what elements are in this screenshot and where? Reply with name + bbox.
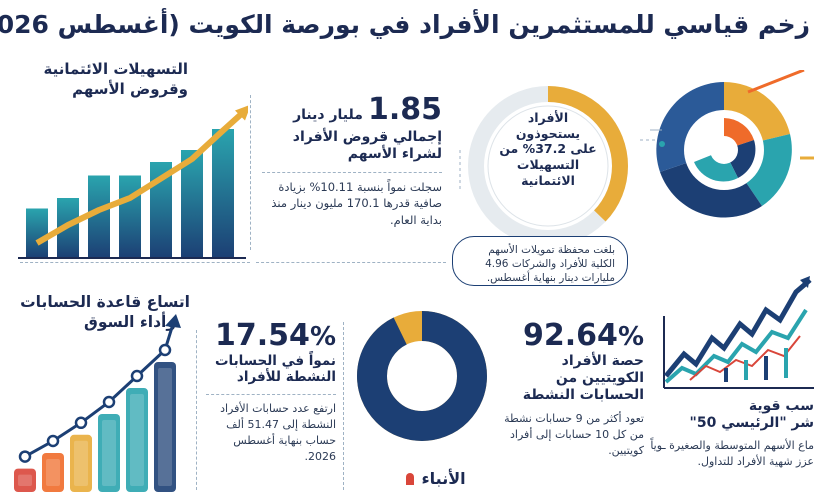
- loans-unit: مليار دينار: [293, 107, 363, 123]
- trend-arrowhead-icon: [235, 105, 248, 121]
- trend-dot: [130, 369, 144, 383]
- trend-dot: [158, 343, 172, 357]
- divider: [20, 262, 250, 263]
- divider: [343, 322, 344, 490]
- credit-trend-line: [35, 110, 246, 246]
- accounts-chart-label-line1: اتساع قاعدة الحسابات: [20, 293, 190, 311]
- active-growth-body: ارتفع عدد حسابات الأفراد النشطة إلى 51.4…: [220, 402, 336, 464]
- accounts-chart-label: اتساع قاعدة الحسابات وأداء السوق: [10, 292, 190, 332]
- kuwaiti-share-percent-sign: %: [617, 322, 644, 352]
- accounts-bar: [14, 468, 36, 492]
- ring-text-1: الأفراد: [527, 110, 569, 125]
- credit-growth-chart: [18, 105, 248, 259]
- kuwaiti-share-body: تعود أكثر من 9 حسابات نشطة من كل 10 حساب…: [504, 412, 644, 458]
- page-title: زخم قياسي للمستثمرين الأفراد في بورصة ال…: [0, 10, 810, 39]
- trend-dot: [18, 450, 32, 463]
- accounts-bar: [98, 414, 120, 492]
- credit-bar: [150, 162, 172, 258]
- market-chart-icon: [663, 276, 814, 389]
- kuwaiti-share-donut: [357, 311, 487, 441]
- active-growth-block: 17.54% نمواً في الحسابات النشطة للأفراد …: [206, 318, 336, 465]
- callout-connectors: [459, 139, 668, 190]
- credit-chart-label-line2: وقروض الأسهم: [72, 79, 188, 98]
- credit-bar: [212, 129, 234, 258]
- accounts-bar: [42, 453, 64, 492]
- credit-bar: [119, 175, 141, 258]
- trend-dot: [46, 434, 60, 448]
- ring-text-5: الائتمانية: [521, 172, 575, 188]
- portfolio-callout: بلغت محفظة تمويلات الأسهم الكلية للأفراد…: [452, 236, 628, 286]
- ring-share-arc: [468, 86, 628, 246]
- ring-inner-line: [487, 105, 609, 227]
- accounts-bar-highlight: [102, 420, 116, 486]
- credit-bar: [26, 208, 48, 258]
- main-index-line2: شر "الرئيسي 50": [689, 414, 814, 431]
- active-growth-value: 17.54: [215, 318, 310, 353]
- loans-value: 1.85: [367, 92, 442, 127]
- accounts-bar: [70, 434, 92, 492]
- ring-text-3: على 37.2% من: [499, 141, 597, 157]
- kuwaiti-share-line2: الكويتيين من: [555, 369, 644, 386]
- accounts-chart-label-line2: وأداء السوق: [83, 313, 176, 332]
- accounts-bar-highlight: [158, 368, 172, 486]
- active-growth-line1: نمواً في الحسابات: [214, 353, 336, 369]
- trend-dot: [102, 395, 116, 409]
- active-growth-line2: النشطة للأفراد: [236, 369, 336, 386]
- accounts-bar-highlight: [18, 474, 32, 486]
- trend-arrowhead-icon: [165, 314, 181, 328]
- logo: الأنباء: [396, 468, 476, 488]
- kuwaiti-share-block: 92.64% حصة الأفراد الكويتيين من الحسابات…: [498, 318, 644, 459]
- loans-line1: إجمالي قروض الأفراد: [292, 129, 442, 145]
- credit-chart-label-line1: التسهيلات الائتمانية: [43, 60, 188, 78]
- main-index-body: ماع الأسهم المتوسطة والصغيرة ـوياً عزز ش…: [650, 438, 814, 468]
- kuwaiti-share-line1: حصة الأفراد: [561, 353, 644, 369]
- pie-target-icon: [650, 70, 814, 218]
- accounts-bar: [154, 362, 176, 492]
- divider: [196, 330, 197, 490]
- divider: [250, 95, 251, 250]
- loans-separator: [262, 171, 442, 173]
- kuwaiti-share-value: 92.64: [523, 318, 618, 353]
- donut-kuwaiti-arc: [357, 311, 487, 441]
- ring-text-2: يستحوذون: [515, 125, 581, 141]
- credit-bar: [88, 175, 110, 258]
- ring-text-4: التسهيلات: [516, 156, 580, 172]
- ring-center-text: الأفراد يستحوذون على 37.2% من التسهيلات …: [494, 110, 602, 188]
- accounts-bar-highlight: [46, 459, 60, 486]
- credit-chart-label: التسهيلات الائتمانية وقروض الأسهم: [20, 60, 188, 99]
- trend-dot: [74, 416, 88, 430]
- active-growth-separator: [206, 394, 336, 396]
- main-index-line1: سب قوية: [748, 398, 814, 414]
- loans-line2: لشراء الأسهم: [347, 145, 442, 162]
- logo-mark-icon: [406, 472, 415, 485]
- portfolio-note-text: بلغت محفظة تمويلات الأسهم الكلية للأفراد…: [485, 244, 615, 285]
- divider: [256, 262, 446, 263]
- active-growth-percent-sign: %: [309, 322, 336, 352]
- accounts-bar: [126, 388, 148, 492]
- accounts-bar-highlight: [130, 394, 144, 486]
- loans-body: سجلت نمواً بنسبة 10.11% بزيادة صافية قدر…: [271, 179, 442, 227]
- accounts-bar-highlight: [74, 440, 88, 486]
- kuwaiti-share-line3: الحسابات النشطة: [522, 386, 644, 403]
- credit-bar: [181, 150, 203, 258]
- main-index-block: سب قوية شر "الرئيسي 50" ماع الأسهم المتو…: [650, 398, 814, 469]
- logo-text: الأنباء: [421, 469, 466, 488]
- loans-block: 1.85 مليار دينار إجمالي قروض الأفراد لشر…: [262, 92, 442, 229]
- accounts-growth-chart: [14, 314, 181, 492]
